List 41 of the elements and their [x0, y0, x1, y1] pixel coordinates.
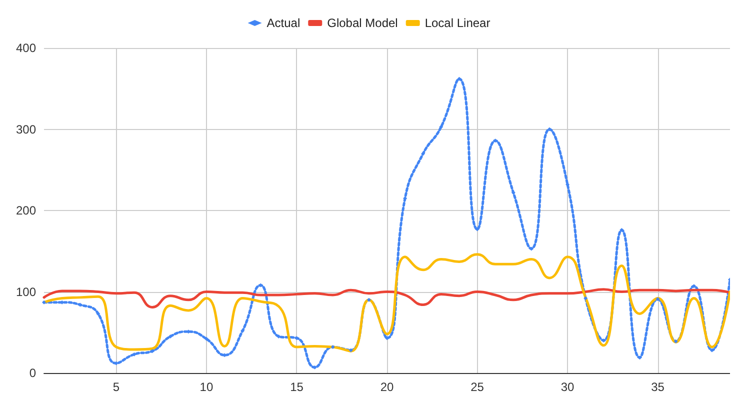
point [638, 356, 642, 360]
point [584, 296, 588, 300]
y-tick-label: 100 [16, 284, 36, 299]
point [529, 246, 534, 251]
point [674, 339, 678, 344]
legend-label: Actual [266, 16, 300, 30]
point [330, 345, 335, 349]
point [656, 297, 660, 302]
y-tick-label: 0 [29, 366, 36, 380]
line-series [42, 288, 730, 308]
x-tick-label: 20 [380, 380, 394, 394]
point [511, 190, 516, 195]
point [457, 76, 462, 81]
point [96, 312, 100, 316]
legend-label: Global Model [327, 16, 398, 30]
point [132, 352, 136, 356]
point [366, 298, 371, 302]
point [620, 228, 624, 232]
point [439, 124, 444, 129]
x-tick-label: 25 [470, 380, 484, 394]
point [547, 127, 552, 132]
point [240, 328, 245, 333]
point [421, 152, 426, 156]
point [168, 334, 172, 338]
x-tick-label: 15 [290, 380, 304, 394]
point [710, 348, 714, 352]
y-tick-label: 400 [16, 41, 36, 55]
point [42, 300, 46, 304]
point [276, 334, 281, 338]
y-tick-label: 200 [16, 204, 36, 218]
x-tick-label: 35 [651, 380, 665, 394]
point [348, 348, 353, 352]
line-series [42, 76, 730, 370]
point [475, 227, 480, 232]
x-tick-label: 10 [200, 380, 214, 394]
x-tick-label: 30 [560, 380, 575, 394]
legend-label: Local Linear [424, 16, 490, 30]
line-series [42, 253, 730, 352]
y-tick-label: 300 [16, 122, 36, 136]
x-tick-label: 5 [112, 380, 120, 394]
point [204, 336, 208, 341]
